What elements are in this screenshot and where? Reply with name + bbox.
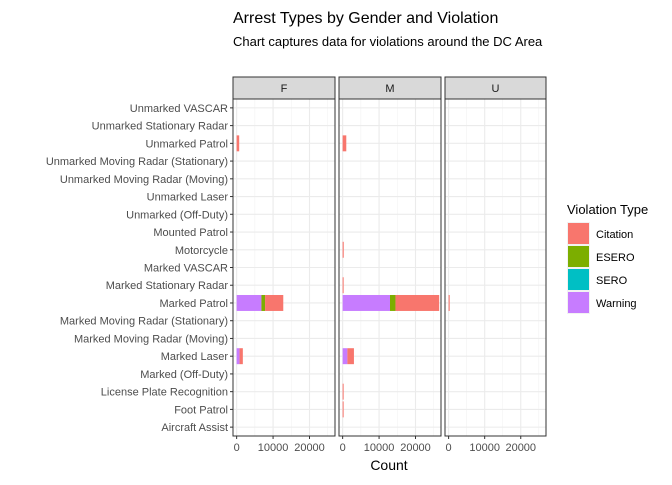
chart-subtitle: Chart captures data for violations aroun… bbox=[233, 34, 543, 49]
bar-segment bbox=[236, 135, 240, 152]
y-tick-label: Foot Patrol bbox=[174, 404, 228, 416]
bar-segment bbox=[236, 294, 262, 311]
y-tick-label: Unmarked Moving Radar (Moving) bbox=[60, 174, 228, 186]
panel-border bbox=[444, 98, 547, 437]
y-tick-label: Unmarked Laser bbox=[147, 192, 229, 204]
y-tick-label: License Plate Recognition bbox=[101, 387, 228, 399]
facet-panel-u: U 0 10000 20000 bbox=[444, 76, 547, 454]
bar-segment bbox=[265, 294, 284, 311]
y-tick-label: Unmarked Stationary Radar bbox=[92, 121, 229, 133]
facet-panel-m: M 0 10000 20000 bbox=[338, 76, 442, 454]
bar-segment bbox=[448, 294, 450, 311]
facet-strip-label: M bbox=[385, 83, 394, 95]
legend-label-sero: SERO bbox=[596, 275, 628, 287]
y-tick-label: Mounted Patrol bbox=[153, 227, 228, 239]
legend-label-citation: Citation bbox=[596, 229, 633, 241]
facet-strip-label: U bbox=[492, 83, 500, 95]
y-tick-label: Unmarked Patrol bbox=[145, 138, 228, 150]
y-tick-label: Motorcycle bbox=[175, 245, 228, 257]
chart-title: Arrest Types by Gender and Violation bbox=[233, 10, 498, 27]
y-tick-label: Unmarked Moving Radar (Stationary) bbox=[46, 156, 228, 168]
y-tick-label: Marked VASCAR bbox=[144, 263, 228, 275]
x-tick-label: 0 bbox=[234, 442, 240, 454]
bar-segment bbox=[342, 401, 344, 418]
x-tick-label: 20000 bbox=[505, 442, 536, 454]
facet-panel-f: F 0 10000 20000 bbox=[232, 76, 336, 454]
legend-label-warning: Warning bbox=[596, 298, 637, 310]
x-tick-label: 20000 bbox=[400, 442, 431, 454]
bar-segment bbox=[347, 348, 354, 365]
facets-layer: F 0 10000 20000 M 0 10000 20000 U 0 10000 20000 bbox=[232, 76, 547, 454]
legend-swatch-sero bbox=[568, 269, 589, 290]
facet-strip-label: F bbox=[281, 83, 288, 95]
bar-segment bbox=[342, 348, 348, 365]
y-tick-label: Unmarked (Off-Duty) bbox=[126, 209, 228, 221]
bar-segment bbox=[390, 294, 396, 311]
legend-swatch-esero bbox=[568, 246, 589, 267]
bar-segment bbox=[239, 348, 243, 365]
bar-segment bbox=[342, 135, 347, 152]
bar-segment bbox=[342, 383, 344, 400]
x-axis-label: Count bbox=[370, 457, 407, 473]
bar-segment bbox=[261, 294, 266, 311]
bar-segment bbox=[236, 348, 240, 365]
y-tick-label: Marked (Off-Duty) bbox=[140, 369, 228, 381]
x-tick-label: 20000 bbox=[294, 442, 325, 454]
legend-title: Violation Type bbox=[567, 202, 648, 217]
bar-segment bbox=[342, 241, 344, 258]
y-tick-label: Marked Patrol bbox=[160, 298, 228, 310]
x-tick-label: 10000 bbox=[469, 442, 500, 454]
legend: Violation Type Citation ESERO SERO Warning bbox=[567, 202, 648, 314]
panel-border bbox=[338, 98, 442, 437]
y-tick-label: Marked Stationary Radar bbox=[106, 280, 229, 292]
x-tick-label: 0 bbox=[446, 442, 452, 454]
y-tick-label: Marked Moving Radar (Stationary) bbox=[60, 316, 228, 328]
x-tick-label: 10000 bbox=[364, 442, 395, 454]
legend-swatch-citation bbox=[568, 223, 589, 244]
x-tick-label: 0 bbox=[340, 442, 346, 454]
legend-swatch-warning bbox=[568, 292, 589, 313]
bar-segment bbox=[342, 277, 344, 294]
y-axis: Aircraft Assist Foot Patrol License Plate … bbox=[46, 103, 233, 434]
y-tick-label: Marked Laser bbox=[161, 351, 229, 363]
y-tick-label: Marked Moving Radar (Moving) bbox=[74, 333, 228, 345]
y-tick-label: Aircraft Assist bbox=[161, 422, 228, 434]
bar-segment bbox=[395, 294, 440, 311]
x-tick-label: 10000 bbox=[258, 442, 289, 454]
bar-segment bbox=[342, 294, 390, 311]
y-tick-label: Unmarked VASCAR bbox=[130, 103, 228, 115]
legend-label-esero: ESERO bbox=[596, 252, 635, 264]
